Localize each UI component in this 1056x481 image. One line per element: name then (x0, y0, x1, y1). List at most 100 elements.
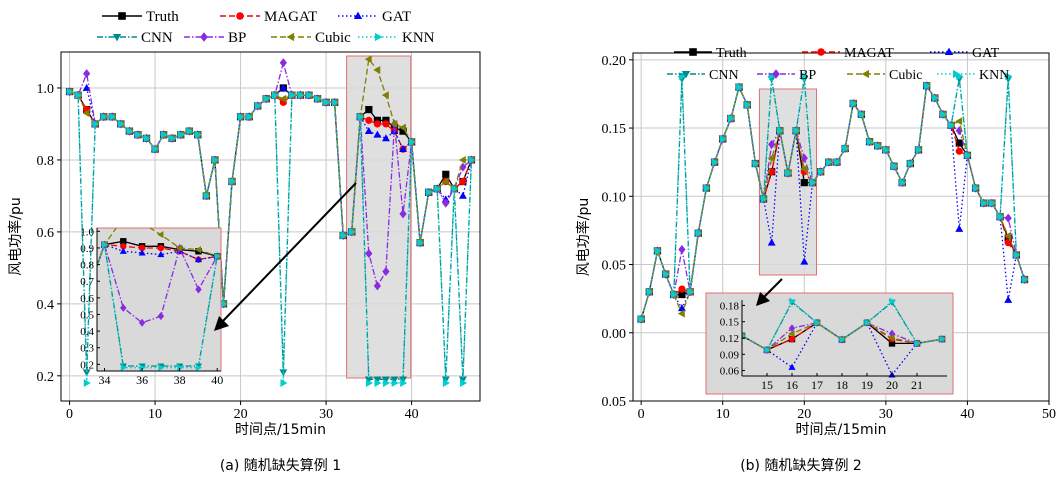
chart-b-point-truth-39 (955, 139, 963, 147)
chart-a-point-knn-7 (126, 127, 134, 136)
chart-a-point-knn-23 (263, 94, 271, 103)
chart-b-point-knn-24 (834, 158, 842, 167)
chart-b-series-truth (637, 82, 1029, 323)
chart-b-inset-point-knn-4 (839, 336, 846, 344)
chart-a-inset-point-knn-1 (101, 241, 109, 249)
chart-b-point-knn-13 (744, 100, 752, 109)
chart-b-point-knn-23 (825, 158, 833, 167)
chart-b-inset-ytick-label: 0.15 (720, 317, 740, 329)
chart-b-legend-entry-cnn: CNN (667, 68, 739, 83)
chart-b-inset-ytick-label: 0.18 (720, 300, 740, 312)
chart-b-point-knn-11 (728, 114, 736, 123)
chart-b-point-knn-2 (654, 246, 662, 255)
chart-a-point-knn-32 (340, 231, 348, 240)
chart-b-series-cnn (637, 76, 1029, 324)
chart-b-point-knn-15 (760, 195, 768, 203)
chart-a-point-bp-39 (399, 209, 407, 219)
chart-b-point-knn-33 (907, 159, 915, 168)
chart-b-inset-point-knn-8 (939, 335, 946, 343)
chart-a-inset-ytick-label: 0.2 (80, 359, 94, 371)
chart-a-inset-point-gat-2 (119, 247, 127, 254)
chart-b-point-knn-25 (842, 144, 850, 153)
chart-b-point-magat-39 (955, 147, 963, 155)
chart-a-point-cubic-35 (364, 55, 372, 64)
chart-a-legend-marker-truth (118, 12, 126, 20)
chart-a-point-cubic-38 (390, 119, 398, 128)
chart-b-point-cubic-39 (955, 117, 963, 126)
chart-b-point-knn-29 (874, 141, 882, 150)
chart-a-inset-point-gat-3 (138, 249, 146, 256)
chart-b-legend-marker-truth (689, 48, 697, 56)
chart-b-legend-entry-gat: GAT (930, 46, 1000, 61)
chart-a-legend-entry-knn: KNN (358, 30, 435, 46)
chart-a-legend-label-truth: Truth (146, 9, 179, 25)
chart-b-point-knn-26 (850, 99, 858, 108)
chart-a-point-truth-35 (365, 105, 373, 114)
chart-a-point-bp-44 (442, 198, 450, 208)
chart-b-ytick-label: 0.05 (602, 395, 627, 410)
chart-a-point-knn-2 (83, 379, 91, 387)
chart-a-arrow-head (214, 316, 229, 331)
chart-b-point-knn-8 (703, 184, 711, 193)
chart-b-series-cubic (637, 81, 1028, 324)
chart-b-point-knn-18 (785, 169, 793, 178)
chart-a-legend-entry-truth: Truth (102, 9, 179, 25)
chart-b-arrow-head (756, 292, 770, 306)
chart-b-point-knn-21 (809, 178, 817, 187)
chart-a-inset-ytick-label: 0.8 (80, 260, 94, 272)
chart-b-point-knn-34 (915, 145, 923, 154)
chart-b-point-truth-20 (800, 179, 808, 187)
chart-b-inset-point-bp-2 (788, 324, 796, 333)
chart-b-inset-point-knn-0 (742, 333, 746, 338)
chart-a-point-cnn-38 (390, 376, 399, 384)
chart-b-inset-xtick-label: 15 (761, 378, 773, 392)
chart-a-xlabel: 时间点/15min (235, 422, 326, 438)
chart-b-point-magat-5 (678, 285, 686, 293)
chart-b-inset-point-truth-6 (888, 340, 896, 347)
chart-a-inset-point-cubic-6 (194, 246, 202, 254)
chart-b-series-gat (637, 81, 1029, 322)
chart-a-xtick-label: 0 (66, 407, 73, 422)
chart-a-inset-point-cubic-2 (120, 215, 126, 222)
chart-a-point-knn-16 (203, 191, 211, 200)
chart-b-point-gat-5 (677, 304, 686, 312)
chart-a-legend: Truth MAGAT GAT CNN BP Cubic KNN (97, 9, 435, 46)
chart-a-inset-line-cnn (97, 244, 218, 367)
chart-a-point-knn-6 (117, 119, 125, 128)
chart-b-point-cubic-45 (1004, 231, 1012, 240)
chart-b-series-knn (638, 72, 1029, 324)
chart-a-legend-entry-cnn: CNN (97, 30, 173, 46)
chart-a-point-knn-43 (434, 184, 442, 193)
chart-a-point-knn-44 (442, 379, 450, 387)
chart-b-line-knn (640, 76, 1026, 320)
chart-a-point-cubic-2 (82, 109, 90, 118)
chart-b-point-bp-45 (1004, 213, 1012, 223)
chart-b-legend-entry-bp: BP (757, 68, 816, 83)
chart-b-legend-entry-cubic: Cubic (847, 68, 922, 83)
chart-b-frame (632, 52, 1050, 402)
chart-a-point-cnn-39 (399, 376, 408, 384)
chart-b-point-knn-42 (980, 199, 988, 208)
chart-a-point-truth-39 (399, 127, 407, 135)
chart-b-arrow-line (762, 278, 783, 299)
chart-b-inset-point-cubic-2 (788, 330, 795, 338)
chart-a-point-cubic-36 (373, 66, 381, 74)
chart-a-legend-marker-gat (353, 11, 363, 20)
chart-a-point-knn-28 (306, 91, 314, 100)
chart-b-legend-label-cnn: CNN (709, 68, 739, 83)
chart-a-point-cubic-39 (398, 123, 406, 132)
chart-b-inset-xtick-label: 17 (811, 378, 823, 392)
chart-b-inset-ytick-label: 0.12 (720, 333, 739, 345)
chart-b-legend-marker-cnn (681, 70, 691, 79)
chart-a-series-knn (66, 87, 476, 387)
chart-a-point-cnn-46 (458, 376, 467, 384)
chart-b-ylabel: 风电功率/pu (575, 198, 592, 276)
chart-a-ytick-label: 0.4 (37, 298, 55, 313)
chart-b-xtick-label: 0 (638, 407, 645, 422)
chart-a-xtick-label: 10 (148, 407, 162, 422)
chart-b-inset-xtick-label: 21 (911, 378, 923, 392)
chart-a-inset-line-knn (97, 244, 218, 369)
chart-b-point-knn-27 (858, 110, 866, 119)
chart-a-inset-ytick-label: 0.9 (80, 243, 94, 255)
